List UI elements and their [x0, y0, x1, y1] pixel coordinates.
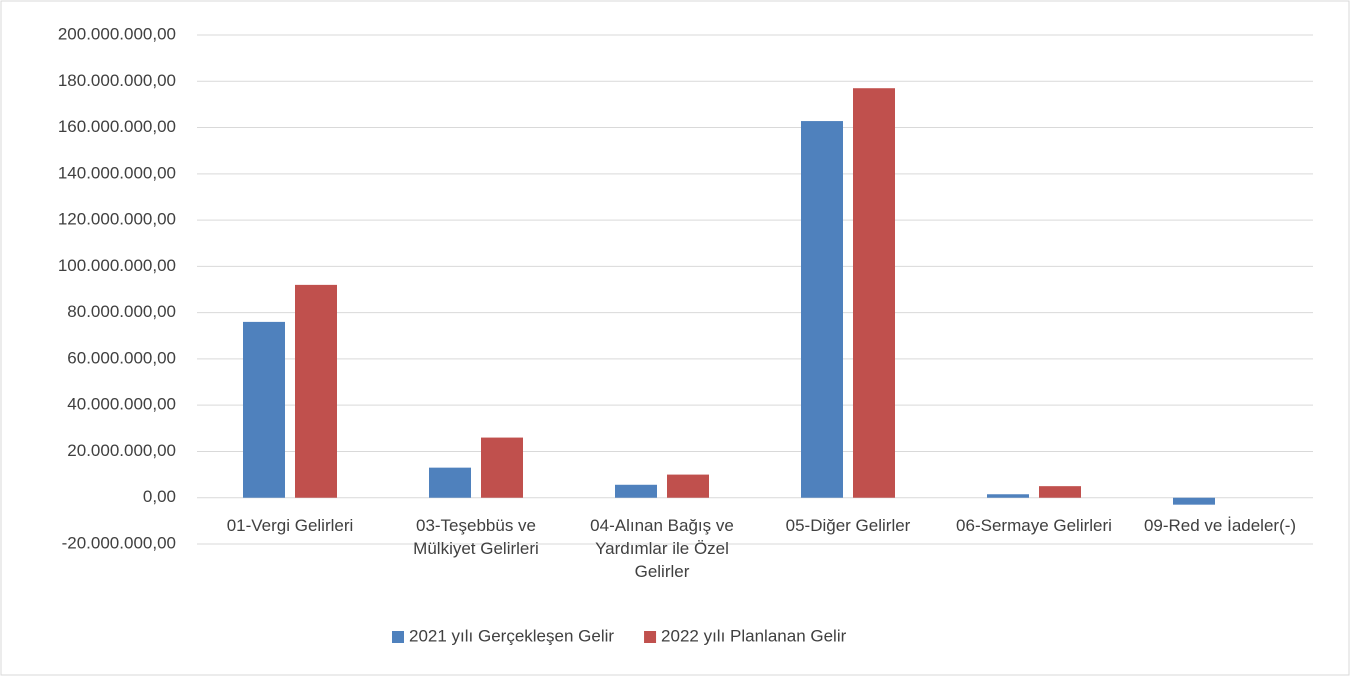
- bar: [429, 467, 471, 498]
- bar: [801, 121, 843, 498]
- x-tick-label: 09-Red ve İadeler(-): [1143, 515, 1297, 535]
- x-tick-label: 03-Teşebbüs ve Mülkiyet Gelirleri: [413, 515, 539, 558]
- y-tick-label: 40.000.000,00: [67, 395, 176, 414]
- legend-swatch: [392, 631, 404, 643]
- legend-label: 2021 yılı Gerçekleşen Gelir: [409, 626, 614, 645]
- y-tick-label: 100.000.000,00: [58, 256, 176, 275]
- y-tick-label: 60.000.000,00: [67, 348, 176, 367]
- bar: [853, 88, 895, 498]
- y-tick-label: -20.000.000,00: [62, 533, 176, 552]
- bar: [243, 321, 285, 498]
- x-tick-label: 01-Vergi Gelirleri: [226, 515, 354, 535]
- bar: [615, 484, 657, 498]
- y-tick-label: 80.000.000,00: [67, 302, 176, 321]
- legend-label: 2022 yılı Planlanan Gelir: [661, 626, 847, 645]
- bar: [295, 284, 337, 498]
- bar: [1173, 497, 1215, 505]
- bar: [481, 437, 523, 498]
- y-tick-label: 180.000.000,00: [58, 71, 176, 90]
- x-tick-label: 04-Alınan Bağış ve Yardımlar ile Özel Ge…: [590, 515, 734, 581]
- legend-swatch: [644, 631, 657, 643]
- y-tick-label: 0,00: [143, 487, 176, 506]
- bar: [1039, 486, 1081, 498]
- y-tick-label: 160.000.000,00: [58, 117, 176, 136]
- bar: [667, 474, 709, 498]
- bar: [987, 494, 1029, 498]
- y-tick-label: 120.000.000,00: [58, 210, 176, 229]
- x-tick-label: 06-Sermaye Gelirleri: [956, 515, 1112, 535]
- y-tick-label: 20.000.000,00: [67, 441, 176, 460]
- y-tick-label: 140.000.000,00: [58, 163, 176, 182]
- y-tick-label: 200.000.000,00: [58, 24, 176, 43]
- x-tick-label: 05-Diğer Gelirler: [785, 515, 911, 535]
